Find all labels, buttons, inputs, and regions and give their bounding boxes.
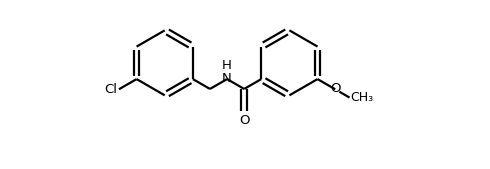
Text: CH₃: CH₃ <box>350 91 373 104</box>
Text: O: O <box>239 114 249 127</box>
Text: O: O <box>331 82 341 95</box>
Text: N: N <box>222 72 232 85</box>
Text: H: H <box>222 59 232 72</box>
Text: Cl: Cl <box>105 83 118 96</box>
